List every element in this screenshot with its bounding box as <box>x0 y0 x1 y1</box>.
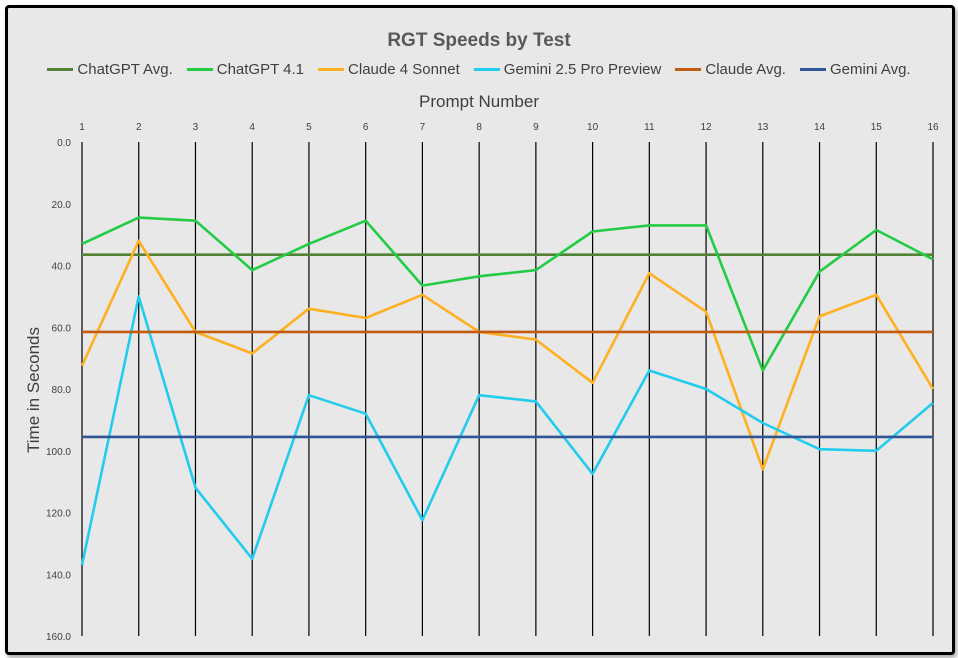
x-axis-title: Prompt Number <box>419 92 539 111</box>
x-tick-label: 2 <box>136 122 142 133</box>
x-tick-label: 8 <box>476 122 482 133</box>
legend-label: Claude Avg. <box>705 61 786 78</box>
legend-label: ChatGPT 4.1 <box>216 61 305 78</box>
legend-label: Gemini Avg. <box>829 61 911 78</box>
legend-item-claude-avg: Claude Avg. <box>675 61 786 78</box>
x-tick-label: 5 <box>306 122 312 133</box>
x-tick-label: 14 <box>814 122 826 133</box>
legend-swatch <box>318 68 345 71</box>
legend-swatch <box>473 68 500 71</box>
legend-swatch <box>799 68 826 71</box>
chart-frame <box>5 5 955 655</box>
y-tick-label: 40.0 <box>52 262 72 273</box>
y-tick-label: 160.0 <box>46 632 71 643</box>
legend-label: Gemini 2.5 Pro Preview <box>503 61 662 78</box>
legend-swatch <box>186 68 213 71</box>
y-tick-label: 140.0 <box>46 570 71 581</box>
legend-label: ChatGPT Avg. <box>77 61 173 78</box>
legend: ChatGPT Avg. ChatGPT 4.1 Claude 4 Sonnet… <box>0 61 958 78</box>
legend-item-chatgpt-41: ChatGPT 4.1 <box>186 61 305 78</box>
legend-swatch <box>47 68 74 71</box>
legend-label: Claude 4 Sonnet <box>348 61 460 78</box>
y-tick-label: 80.0 <box>52 385 72 396</box>
legend-item-gemini-avg: Gemini Avg. <box>799 61 911 78</box>
y-tick-label: 20.0 <box>52 200 72 211</box>
y-tick-label: 120.0 <box>46 509 71 520</box>
y-tick-label: 0.0 <box>57 138 71 149</box>
x-tick-label: 13 <box>757 122 769 133</box>
x-tick-label: 7 <box>420 122 426 133</box>
series-line-chatgpt-4-1 <box>81 216 934 372</box>
chart-title: RGT Speeds by Test <box>387 30 571 51</box>
legend-item-chatgpt-avg: ChatGPT Avg. <box>47 61 173 78</box>
y-tick-label: 60.0 <box>52 323 72 334</box>
x-tick-label: 3 <box>193 122 199 133</box>
legend-swatch <box>675 68 702 71</box>
x-tick-label: 11 <box>644 122 655 133</box>
x-tick-label: 15 <box>871 122 883 133</box>
legend-item-gemini-25-pro: Gemini 2.5 Pro Preview <box>473 61 662 78</box>
x-tick-label: 12 <box>701 122 713 133</box>
x-tick-label: 16 <box>927 122 939 133</box>
legend-item-claude-4-sonnet: Claude 4 Sonnet <box>318 61 460 78</box>
series-line-claude-4-sonnet <box>80 239 935 471</box>
x-tick-label: 1 <box>79 122 85 133</box>
x-tick-label: 4 <box>249 122 255 133</box>
x-tick-label: 10 <box>587 122 599 133</box>
x-tick-label: 6 <box>363 122 369 133</box>
y-tick-label: 100.0 <box>46 447 71 458</box>
x-tick-label: 9 <box>533 122 539 133</box>
